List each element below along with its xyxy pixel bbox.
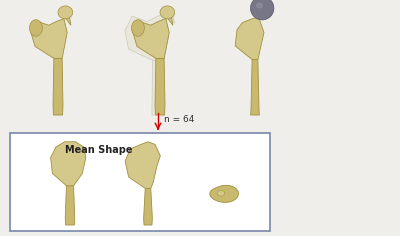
- Polygon shape: [144, 188, 152, 225]
- Ellipse shape: [132, 20, 144, 36]
- Polygon shape: [125, 142, 160, 188]
- Text: Mean Shape: Mean Shape: [65, 145, 132, 155]
- Polygon shape: [251, 59, 259, 115]
- Ellipse shape: [256, 3, 263, 8]
- Polygon shape: [51, 142, 86, 186]
- FancyBboxPatch shape: [10, 133, 270, 231]
- Polygon shape: [30, 10, 71, 58]
- Polygon shape: [65, 186, 75, 225]
- Ellipse shape: [160, 6, 175, 19]
- Polygon shape: [152, 60, 164, 115]
- Polygon shape: [53, 58, 63, 115]
- Polygon shape: [155, 58, 165, 115]
- Ellipse shape: [58, 6, 73, 19]
- Polygon shape: [235, 17, 264, 59]
- Polygon shape: [132, 10, 173, 58]
- Text: n = 64: n = 64: [164, 115, 194, 125]
- Polygon shape: [210, 185, 238, 202]
- Ellipse shape: [250, 0, 274, 20]
- Ellipse shape: [30, 20, 42, 36]
- Polygon shape: [125, 7, 174, 60]
- Polygon shape: [217, 190, 225, 196]
